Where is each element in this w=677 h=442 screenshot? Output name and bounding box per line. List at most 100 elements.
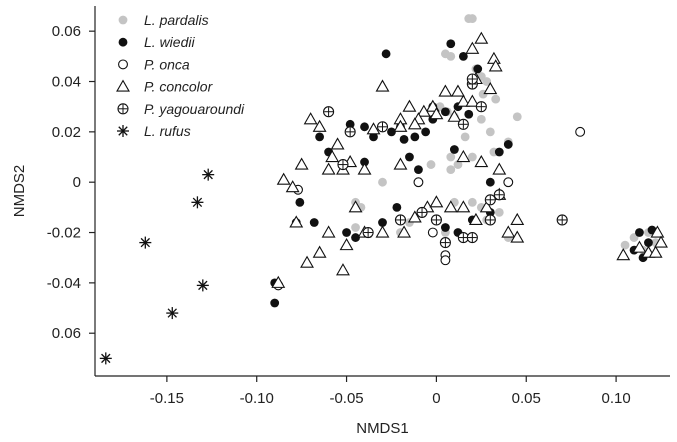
data-point xyxy=(315,132,324,141)
data-point xyxy=(486,178,495,187)
data-point xyxy=(400,135,409,144)
legend-item: P. onca xyxy=(119,56,190,72)
data-point xyxy=(377,227,389,238)
data-point xyxy=(476,102,486,112)
legend-item: P. yagouaroundi xyxy=(118,101,245,117)
data-point xyxy=(191,196,203,208)
data-point xyxy=(100,352,112,364)
data-point xyxy=(405,153,414,162)
data-point xyxy=(576,127,585,136)
data-point xyxy=(395,215,405,225)
data-point xyxy=(493,164,505,175)
data-point xyxy=(197,279,209,291)
y-tick-label: -0.04 xyxy=(47,275,81,292)
x-tick-label: -0.15 xyxy=(150,390,184,407)
data-point xyxy=(441,107,450,116)
data-point xyxy=(394,159,406,170)
data-point xyxy=(486,127,495,136)
data-point xyxy=(342,228,351,237)
data-point xyxy=(485,195,495,205)
legend-label: P. concolor xyxy=(144,79,214,95)
data-point xyxy=(421,127,430,136)
data-point xyxy=(139,237,151,249)
data-point xyxy=(301,257,313,268)
data-point xyxy=(439,86,451,97)
data-point xyxy=(485,215,495,225)
data-point xyxy=(495,208,504,217)
data-point xyxy=(427,160,436,169)
data-point xyxy=(621,241,630,250)
data-point xyxy=(338,160,348,170)
legend-item: L. wiedii xyxy=(119,34,196,50)
data-point xyxy=(441,223,450,232)
data-point xyxy=(410,132,419,141)
data-point xyxy=(475,33,487,44)
data-point xyxy=(635,228,644,237)
data-point xyxy=(363,228,373,238)
data-point xyxy=(324,107,334,117)
data-point xyxy=(446,153,455,162)
data-point xyxy=(458,119,468,129)
data-point xyxy=(441,256,450,265)
data-point xyxy=(467,233,477,243)
data-point xyxy=(377,81,389,92)
data-point xyxy=(461,132,470,141)
data-point xyxy=(270,299,279,308)
data-point xyxy=(457,201,469,212)
data-point xyxy=(430,196,442,207)
x-tick-label: 0.05 xyxy=(512,390,541,407)
data-point xyxy=(414,165,423,174)
y-tick-label: 0 xyxy=(73,174,81,191)
legend-item: L. rufus xyxy=(117,123,191,139)
data-point xyxy=(504,140,513,149)
data-point xyxy=(491,95,500,104)
data-point xyxy=(278,174,290,185)
data-point xyxy=(310,218,319,227)
data-point xyxy=(323,164,335,175)
y-tick-label: 0.06 xyxy=(52,23,81,40)
data-point xyxy=(414,178,423,187)
data-point xyxy=(382,49,391,58)
data-point xyxy=(452,86,464,97)
data-point xyxy=(504,178,513,187)
data-point xyxy=(468,198,477,207)
y-tick-label: 0.06 xyxy=(52,325,81,342)
x-tick-label: 0.10 xyxy=(601,390,630,407)
data-point xyxy=(446,39,455,48)
legend-marker xyxy=(117,81,129,92)
data-point xyxy=(467,74,477,84)
data-point xyxy=(351,223,360,232)
legend-item: P. concolor xyxy=(117,79,214,95)
data-point xyxy=(314,247,326,257)
data-point xyxy=(457,151,469,162)
legend: L. pardalis L. wiedii P. onca P. concolor P.… xyxy=(117,12,245,139)
data-point xyxy=(466,43,478,54)
data-point xyxy=(464,110,473,119)
data-point xyxy=(428,228,437,237)
x-tick-label: -0.10 xyxy=(240,390,274,407)
data-point xyxy=(511,214,523,225)
data-point xyxy=(502,227,514,238)
data-point xyxy=(332,138,344,149)
data-point xyxy=(468,153,477,162)
data-point xyxy=(495,148,504,157)
x-axis-title: NMDS1 xyxy=(356,420,409,437)
data-point xyxy=(446,165,455,174)
data-point xyxy=(305,113,317,124)
data-point xyxy=(378,122,388,132)
data-point xyxy=(440,238,450,248)
data-point xyxy=(617,249,629,260)
legend-label: L. pardalis xyxy=(144,12,209,28)
data-point xyxy=(417,207,427,217)
x-tick-label: 0 xyxy=(432,390,440,407)
data-point xyxy=(323,227,335,238)
data-point xyxy=(403,101,415,112)
legend-marker xyxy=(118,104,128,114)
series-5 xyxy=(100,169,214,365)
data-point xyxy=(494,190,504,200)
legend-marker xyxy=(119,16,128,25)
data-point xyxy=(557,215,567,225)
data-point xyxy=(345,127,355,137)
data-point xyxy=(468,14,477,23)
